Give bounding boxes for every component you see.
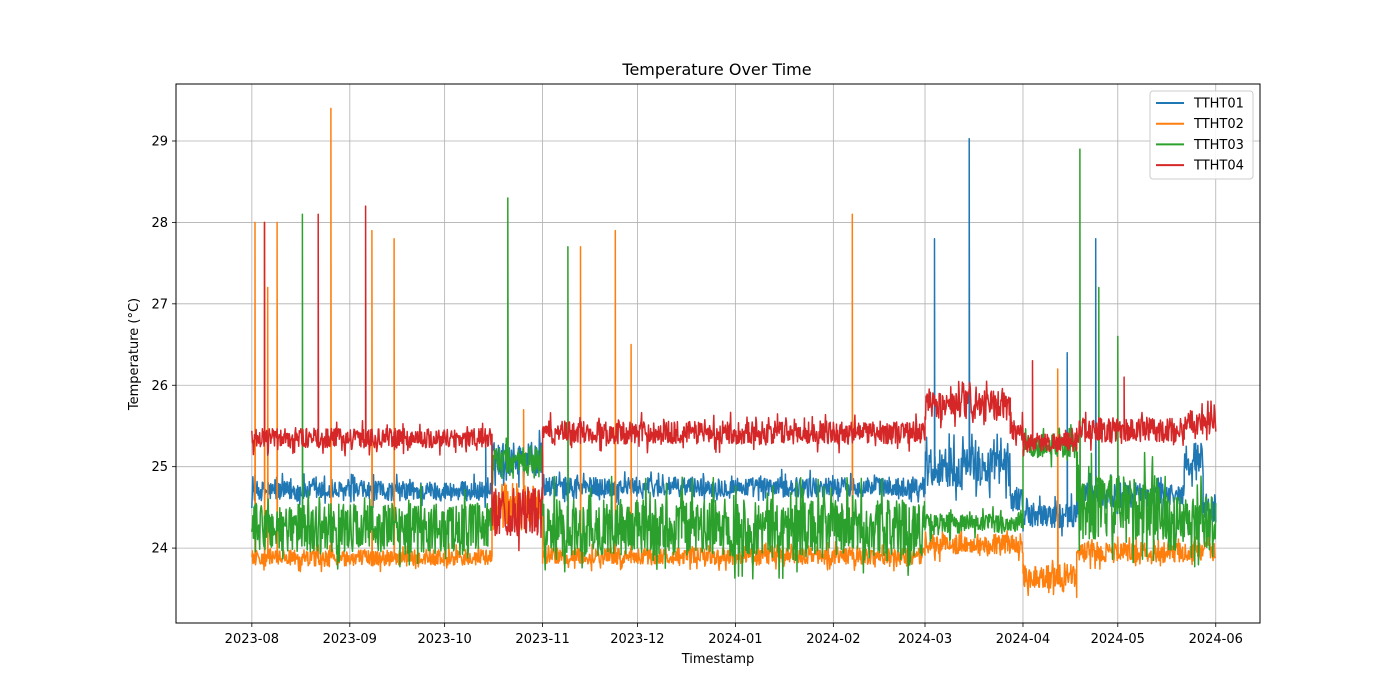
y-tick-label: 28: [151, 216, 168, 231]
legend-box: [1149, 90, 1254, 180]
series-line-ttht02: [251, 107, 1217, 599]
y-axis-title: Temperature (°C): [127, 298, 142, 411]
series-line-ttht04: [251, 205, 1217, 552]
y-tick-label: 24: [151, 542, 168, 557]
x-tick-label: 2023-08: [225, 632, 279, 647]
x-tick-label: 2024-03: [898, 632, 952, 647]
legend-label: TTHT04: [1193, 159, 1244, 174]
x-axis: 2023-08 2023-09 2023-10 2023-11 2023-12 2024-…: [225, 623, 1243, 647]
plot-area: [175, 83, 1261, 624]
x-tick-label: 2024-05: [1091, 632, 1145, 647]
x-tick-label: 2023-11: [515, 632, 569, 647]
legend-label: TTHT03: [1193, 138, 1244, 153]
legend-label: TTHT01: [1193, 97, 1244, 112]
chart-title: Temperature Over Time: [621, 60, 811, 79]
x-tick-label: 2023-10: [417, 632, 471, 647]
x-tick-label: 2024-01: [708, 632, 762, 647]
y-tick-label: 25: [151, 460, 168, 475]
y-tick-label: 29: [151, 134, 168, 149]
series-group: [251, 107, 1217, 599]
x-tick-label: 2024-06: [1189, 632, 1243, 647]
y-axis: 24 25 26 27 28 29: [151, 134, 176, 557]
plot-frame: [175, 83, 1261, 624]
x-tick-label: 2023-09: [323, 632, 377, 647]
legend: TTHT01 TTHT02 TTHT03 TTHT04: [1149, 90, 1254, 180]
x-tick-label: 2023-12: [610, 632, 664, 647]
x-tick-label: 2024-04: [996, 632, 1050, 647]
x-axis-title: Timestamp: [681, 652, 755, 667]
y-tick-label: 26: [151, 379, 168, 394]
y-tick-label: 27: [151, 297, 168, 312]
x-tick-label: 2024-02: [806, 632, 860, 647]
legend-label: TTHT02: [1193, 117, 1244, 132]
